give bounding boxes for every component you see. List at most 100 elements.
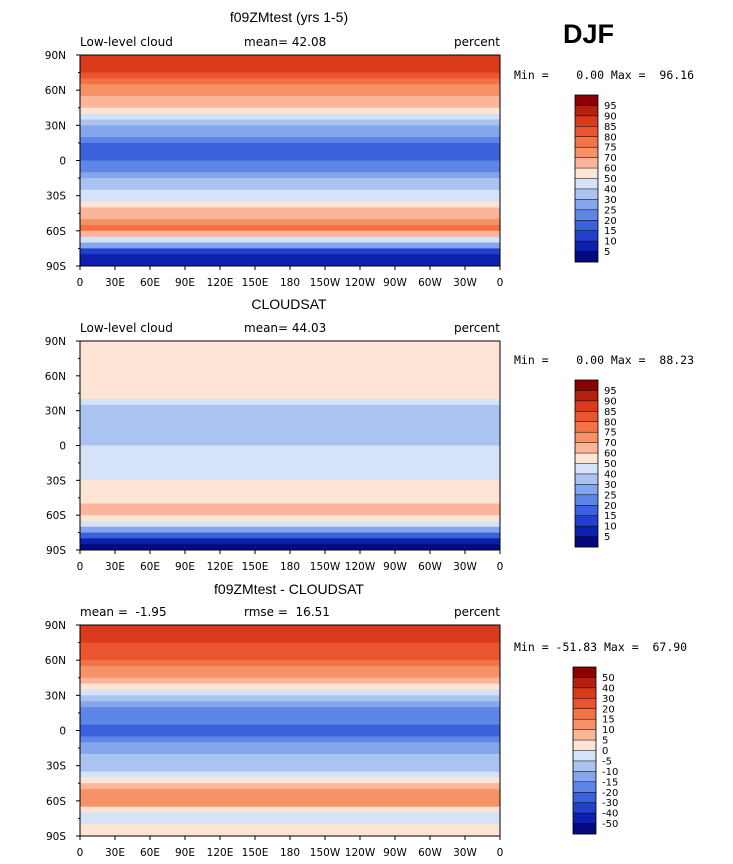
colorbar-label: 70 [604,438,617,449]
y-tick-label: 30S [46,191,66,203]
colorbar-label: 60 [604,164,617,175]
colorbar-swatch [573,719,596,730]
colorbar-label: 10 [604,522,617,533]
colorbar-swatch [575,251,598,263]
colorbar-label: -5 [602,756,612,767]
y-tick-label: 90N [45,50,66,62]
x-tick-label: 60E [140,847,160,859]
x-tick-label: 30W [453,277,477,289]
x-tick-label: 150E [242,847,269,859]
zonal-band [80,724,500,731]
x-tick-label: 0 [77,561,84,573]
colorbar-label: 30 [604,195,617,206]
longitude-axis: 0 30E 60E 90E 120E 150E 180 150W 120W 90W 60W 30W 0 [77,836,503,859]
colorbar-label: 5 [602,736,608,747]
zonal-band [80,794,500,802]
zonal-band [80,636,500,644]
y-tick-label: 60N [45,85,66,97]
zonal-band [80,84,500,91]
colorbar-swatch [575,241,598,252]
colorbar-label: 15 [604,226,617,237]
colorbar-swatch [575,494,598,506]
x-tick-label: 150W [310,561,341,573]
zonal-band [80,783,500,790]
colorbar-swatch [573,802,596,814]
zonal-band [80,236,500,244]
colorbar-swatch [575,421,598,433]
zonal-band [80,666,500,673]
zonal-band [80,806,500,814]
x-tick-label: 60W [418,847,442,859]
zonal-band [80,358,500,365]
x-tick-label: 0 [77,847,84,859]
colorbar-swatch [573,667,596,678]
panel-observations: CLOUDSAT Low-level cloud mean= 44.03 per… [45,296,694,573]
colorbar-swatch [575,136,598,148]
colorbar-label: 85 [604,407,617,418]
colorbar-label: 80 [604,132,617,143]
zonal-band [80,509,500,516]
zonal-band [80,777,500,784]
colorbar-swatch [573,792,596,803]
colorbar-swatch [575,432,598,443]
panel-difference: f09ZMtest - CLOUDSAT mean = -1.95 rmse =… [45,581,687,859]
zonal-band [80,230,500,238]
y-tick-label: 90S [46,261,66,273]
y-tick-label: 30N [45,120,66,132]
colorbar-swatch [573,781,596,793]
zonal-band [80,689,500,696]
y-tick-label: 0 [59,726,66,738]
zonal-band [80,352,500,359]
x-tick-label: 90E [175,277,195,289]
y-tick-label: 60S [46,226,66,238]
colorbar-swatch [573,677,596,689]
x-tick-label: 90E [175,847,195,859]
colorbar-swatch [575,536,598,548]
x-tick-label: 90W [383,277,407,289]
colorbar-label: -20 [602,788,618,799]
colorbar-swatch [575,411,598,423]
zonal-band [80,497,500,505]
colorbar-label: 20 [602,704,615,715]
zonal-band [80,789,500,796]
colorbar-swatch [575,463,598,475]
zonal-band [80,451,500,458]
zonal-band [80,90,500,97]
zonal-band [80,462,500,470]
zonal-band [80,172,500,179]
zonal-band [80,707,500,714]
colorbar-label: -40 [602,809,618,820]
zonal-band [80,195,500,203]
zonal-band [80,78,500,85]
units-label: percent [454,35,500,49]
min-max-stats: Min = 0.00 Max = 96.16 [514,68,694,82]
zonal-band [80,654,500,661]
zonal-band [80,526,500,534]
x-tick-label: 120E [207,277,234,289]
x-tick-label: 180 [280,561,300,573]
colorbar-label: 50 [604,174,617,185]
y-tick-label: 30S [46,761,66,773]
y-tick-label: 90S [46,831,66,843]
zonal-band [80,381,500,388]
colorbar-label: 10 [602,725,615,736]
zonal-band [80,532,500,539]
x-tick-label: 60W [418,277,442,289]
zonal-band [80,428,500,435]
x-tick-label: 0 [77,277,84,289]
zonal-band [80,183,500,191]
min-max-stats: Min = 0.00 Max = 88.23 [514,353,694,367]
zonal-band [80,242,500,249]
zonal-band [80,718,500,726]
zonal-band [80,370,500,377]
colorbar-swatch [575,484,598,496]
colorbar-label: 90 [604,111,617,122]
x-tick-label: 150W [310,847,341,859]
x-tick-label: 90E [175,561,195,573]
colorbar-swatch [575,105,598,117]
colorbar-swatch [573,771,596,783]
zonal-band [80,660,500,667]
colorbar-label: 75 [604,143,617,154]
zonal-band [80,486,500,493]
